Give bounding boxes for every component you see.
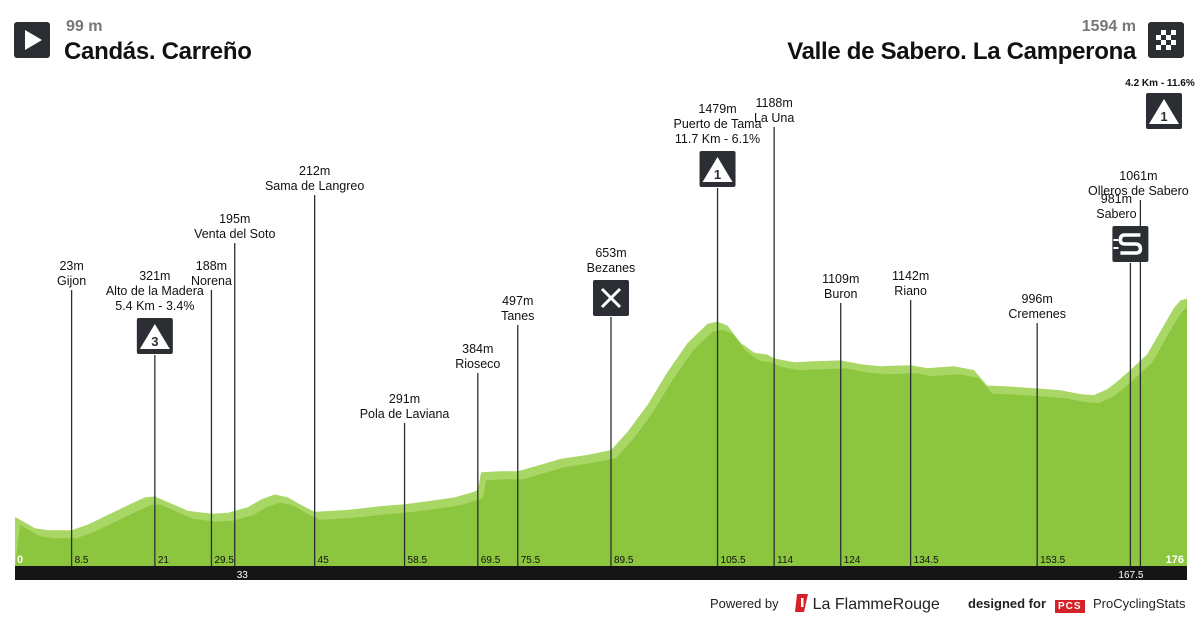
finish-flag-icon xyxy=(1148,22,1184,58)
finish-climb-badge: 1 xyxy=(1146,93,1182,129)
axis-tick-label: 176 xyxy=(1166,554,1184,566)
point-label-name: Riano xyxy=(894,284,927,298)
finish-altitude: 1594 m xyxy=(1081,18,1136,35)
axis-tick-label: 0 xyxy=(17,554,23,566)
finish-location: Valle de Sabero. La Camperona xyxy=(787,38,1136,65)
point-label-alt: 188m xyxy=(196,259,227,273)
point-label-alt: 1109m xyxy=(822,272,859,286)
point-label-name: Sama de Langreo xyxy=(265,179,364,193)
point-label-alt: 1142m xyxy=(892,269,929,283)
point-label-alt: 384m xyxy=(462,342,493,356)
point-label-name: Buron xyxy=(824,287,857,301)
feed-zone-icon xyxy=(592,280,629,316)
flammerouge-logo: La FlammeRouge xyxy=(795,594,940,614)
axis-tick-label: 114 xyxy=(777,555,793,566)
point-label-name: Sabero xyxy=(1096,207,1136,221)
point-label-alt: 195m xyxy=(219,212,250,226)
point-label-alt: 321m xyxy=(139,269,170,283)
point-label-alt: 996m xyxy=(1022,292,1053,306)
point-label-alt: 212m xyxy=(299,164,330,178)
designed-for-text: designed for xyxy=(968,596,1047,611)
point-label-name: Cremenes xyxy=(1008,307,1066,321)
point-label-name: Olleros de Sabero xyxy=(1088,184,1189,198)
point-label-alt: 497m xyxy=(502,294,533,308)
point-label-name: Pola de Laviana xyxy=(360,407,450,421)
pcs-logo: PCS xyxy=(1055,597,1085,613)
start-altitude: 99 m xyxy=(66,18,103,35)
point-label-climb: 11.7 Km - 6.1% xyxy=(675,132,760,146)
point-label-name: Norena xyxy=(191,274,232,288)
point-label-climb: 5.4 Km - 3.4% xyxy=(115,299,194,313)
climb-category-badge: 3 xyxy=(136,318,173,354)
axis-tick-label: 58.5 xyxy=(408,555,428,566)
axis-tick-label: 134.5 xyxy=(914,555,939,566)
axis-tick-label: 45 xyxy=(318,555,330,566)
point-label-name: Bezanes xyxy=(587,261,636,275)
point-label-name: Gijon xyxy=(57,274,86,288)
axis-tick-label: 33 xyxy=(237,570,249,581)
axis-tick-label: 124 xyxy=(844,555,861,566)
elevation-profile xyxy=(15,308,1187,566)
point-label-name: La Una xyxy=(754,111,794,125)
axis-tick-label: 21 xyxy=(158,555,170,566)
point-label-alt: 23m xyxy=(59,259,83,273)
point-label-alt: 1061m xyxy=(1119,169,1157,183)
finish-climb-category: 1 xyxy=(1160,109,1167,124)
axis-tick-label: 75.5 xyxy=(521,555,541,566)
axis-tick-label: 105.5 xyxy=(721,555,746,566)
sprint-icon xyxy=(1112,226,1149,262)
point-label-name: Puerto de Tama xyxy=(674,117,762,131)
powered-by-text: Powered by xyxy=(710,596,779,611)
axis-tick-label: 8.5 xyxy=(75,555,89,566)
axis-tick-label: 153.5 xyxy=(1040,555,1065,566)
axis-tick-label: 167.5 xyxy=(1118,570,1143,581)
flammerouge-text-a: La Flamme xyxy=(812,596,893,613)
finish-climb-text: 4.2 Km - 11.6% xyxy=(1125,78,1195,89)
axis-tick-label: 29.5 xyxy=(214,555,234,566)
climb-category-badge: 1 xyxy=(699,151,736,187)
distance-axis-bar xyxy=(15,566,1187,580)
point-label-alt: 1188m xyxy=(755,96,792,110)
point-label-alt: 291m xyxy=(389,392,420,406)
point-label-name: Alto de la Madera xyxy=(106,284,204,298)
point-label-alt: 1479m xyxy=(698,102,736,116)
start-location: Candás. Carreño xyxy=(64,38,252,65)
pcs-logo-text: PCS xyxy=(1055,600,1085,613)
point-label-alt: 981m xyxy=(1101,192,1132,206)
climb-category: 3 xyxy=(151,334,158,349)
flammerouge-text-b: Rouge xyxy=(892,596,940,613)
climb-category: 1 xyxy=(714,167,721,182)
axis-tick-label: 69.5 xyxy=(481,555,501,566)
point-label-name: Tanes xyxy=(501,309,534,323)
point-label-alt: 653m xyxy=(595,246,626,260)
procyclingstats-text: ProCyclingStats xyxy=(1093,596,1186,611)
start-flag-icon xyxy=(14,22,50,58)
point-label-name: Rioseco xyxy=(455,357,500,371)
point-label-name: Venta del Soto xyxy=(194,227,275,241)
axis-tick-label: 89.5 xyxy=(614,555,634,566)
